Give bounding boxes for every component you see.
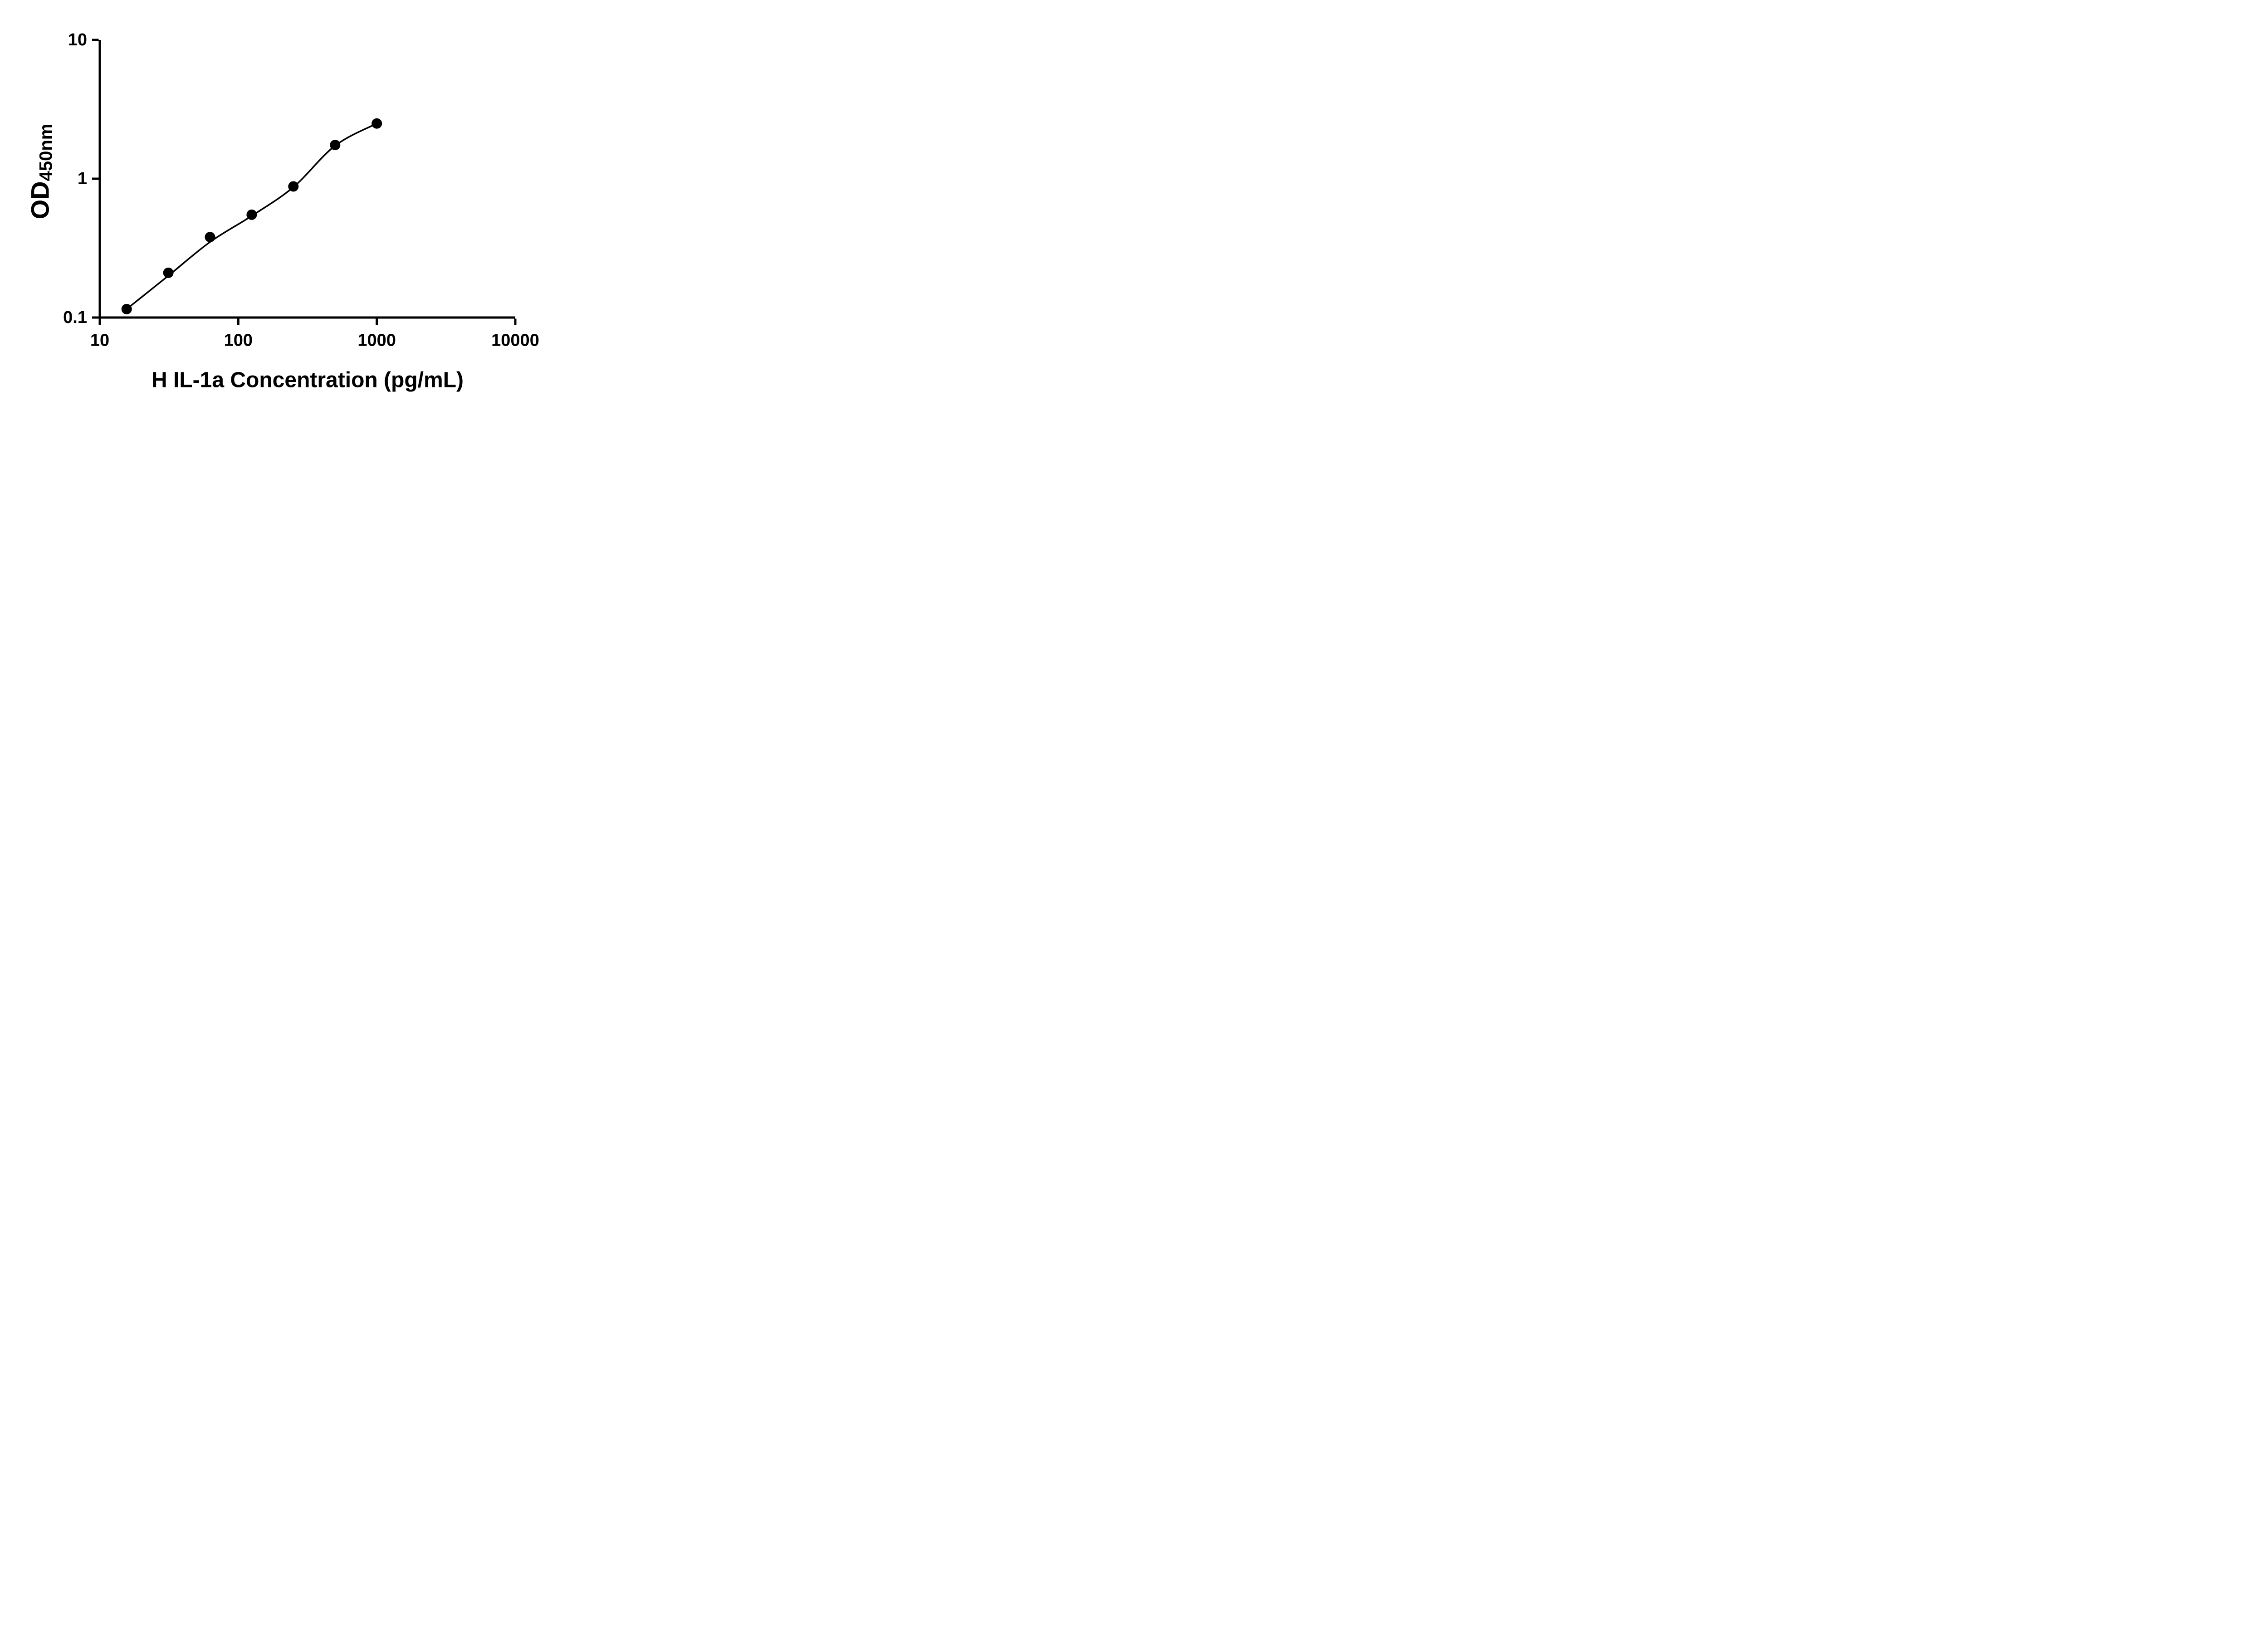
x-tick-label: 10 (90, 331, 109, 350)
x-tick-label: 10000 (491, 331, 539, 350)
y-tick-label: 1 (78, 169, 87, 188)
data-point (371, 118, 382, 129)
y-tick-label: 0.1 (63, 308, 87, 327)
data-point (205, 232, 215, 243)
x-tick-label: 100 (224, 331, 253, 350)
data-point (163, 267, 174, 278)
x-tick-label: 1000 (357, 331, 396, 350)
y-axis-title: OD450nm (25, 123, 56, 220)
x-axis-title: H IL-1a Concentration (pg/mL) (152, 368, 464, 392)
y-tick-label: 10 (68, 30, 87, 49)
elisa-standard-curve-figure: 10 100 1000 10000 0.1 1 10 OD450nm H IL-1a Con… (0, 0, 571, 408)
y-axis-title-main: OD (25, 181, 54, 220)
data-point (121, 303, 132, 314)
data-point (246, 209, 257, 220)
data-point (330, 140, 341, 151)
data-point (288, 181, 299, 192)
chart-svg: 10 100 1000 10000 0.1 1 10 (63, 30, 539, 350)
y-axis-title-subscript: 450nm (36, 123, 56, 181)
